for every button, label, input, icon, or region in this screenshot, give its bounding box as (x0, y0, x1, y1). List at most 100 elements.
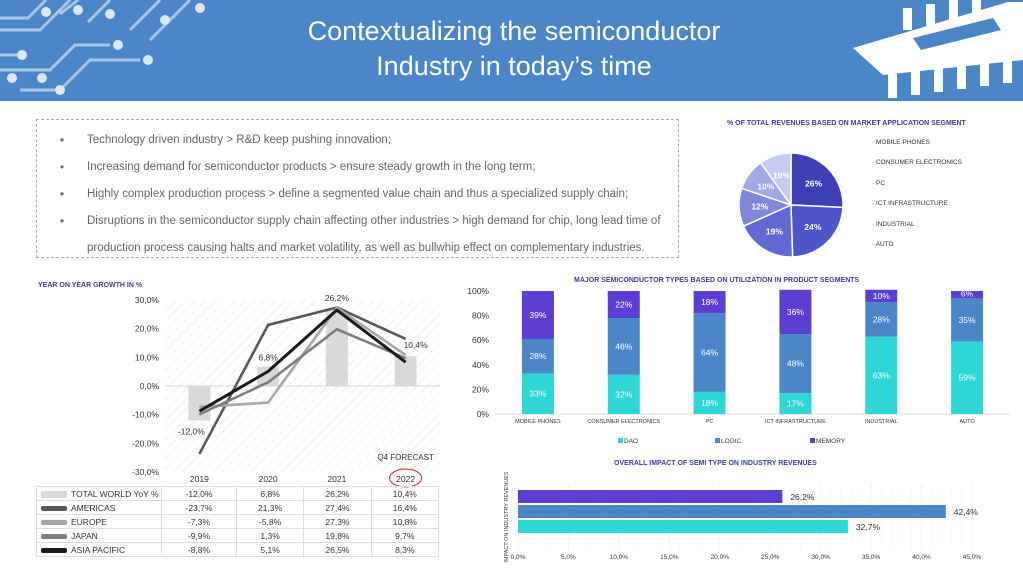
stacked-chart-title: MAJOR SEMICONDUCTOR TYPES BASED ON UTILI… (574, 277, 860, 284)
x-category-label: 2019 (190, 474, 209, 484)
stacked-bar-segment (779, 393, 812, 414)
impact-bar-chart: 0,0% 5,0% 10,0% 15,0% 20,0% 25,0% 30,0% 35,0% 40… (504, 472, 982, 563)
circuit-traces-icon (0, 0, 205, 95)
x-tick-label: 0,0% (511, 554, 526, 561)
list-item: • Increasing demand for semiconductor pro… (37, 153, 678, 180)
table-cell: 10,4% (370, 486, 440, 501)
bar-data-label: 28% (529, 351, 546, 361)
bar-data-label: -12,0% (178, 426, 205, 436)
legend-swatch (618, 438, 623, 443)
legend-label: LOGIC (721, 438, 742, 445)
microchip-icon (853, 0, 1023, 98)
bar-data-label: 36% (787, 307, 804, 317)
bar-data-label: 10% (873, 291, 890, 301)
series-line (198, 306, 407, 455)
table-row: AMERICAS -23,7% 21,3% 27,4% 16,4% (36, 500, 440, 515)
x-category-label: CONSUMER ELECTRONICS (587, 419, 660, 425)
stacked-bar-segment (865, 289, 898, 303)
pie-chart-title: % OF TOTAL REVENUES BASED ON MARKET APPL… (727, 120, 966, 127)
table-cell: 8,3% (370, 542, 440, 557)
bar-data-label: 32% (615, 389, 632, 399)
pie-legend-item: · INDUSTRIAL (872, 220, 915, 228)
y-tick-label: 80% (472, 311, 489, 321)
stacked-bar-segment (951, 291, 984, 299)
pie-legend: · MOBILE PHONES · CONSUMER ELECTRONICS ·… (872, 139, 962, 261)
pie-slice (790, 152, 844, 209)
x-category-label: INDUSTRIAL (865, 419, 898, 425)
y-tick-label: -30,0% (132, 467, 159, 477)
table-cell: -5,8% (235, 514, 305, 529)
list-item: • Highly complex production process > def… (37, 180, 678, 207)
stacked-bar-segment (865, 336, 898, 414)
stacked-bar-segment (521, 338, 554, 374)
pie-slice-label: 26% (805, 178, 822, 188)
table-row: TOTAL WORLD YoY % -12,0% 6,8% 26,2% 10,4% (36, 486, 440, 501)
x-category-label: AUTO (959, 419, 975, 425)
x-tick-label: 45,0% (963, 554, 982, 561)
impact-chart-title: OVERALL IMPACT OF SEMI TYPE ON INDUSTRY … (614, 460, 817, 467)
impact-bar (518, 505, 946, 518)
pie-legend-item: · ICT INFRASTRUCTURE (872, 200, 948, 208)
x-tick-label: 5,0% (561, 554, 576, 561)
pie-slice-label: 24% (804, 222, 821, 232)
stacked-bar-segment (693, 313, 726, 392)
y-tick-label: -10,0% (132, 410, 159, 420)
bar-data-label: 42,4% (954, 507, 979, 517)
bar-data-label: 32,7% (856, 522, 881, 532)
x-tick-label: 20,0% (711, 554, 730, 561)
table-cell: -8,8% (161, 542, 237, 557)
bar-data-label: 6% (961, 288, 974, 298)
bar-data-label: 63% (873, 370, 890, 380)
pie-slice (790, 204, 844, 258)
series-swatch (41, 547, 67, 553)
stacked-bar-segment (693, 291, 726, 314)
yoy-bar (188, 386, 211, 421)
bar-data-label: 18% (701, 398, 718, 408)
row-label: AMERICAS (36, 500, 162, 515)
table-cell: 9,7% (370, 528, 440, 543)
table-cell: 10,8% (370, 514, 440, 529)
page-title: Contextualizing the semiconductor Indust… (240, 14, 788, 84)
pie-chart: 26% 24% 19% 12% 10%10% (738, 152, 844, 258)
x-category-label: 2022 (396, 474, 415, 484)
yoy-bar (257, 366, 280, 386)
bar-data-label: 17% (787, 399, 804, 409)
table-cell: -9,9% (161, 528, 237, 543)
stacked-bar-segment (521, 291, 554, 339)
bullet-text: Highly complex production process > defi… (87, 187, 629, 200)
pie-slice-label: 19% (766, 226, 783, 236)
bullet-text: Disruptions in the semiconductor supply … (87, 214, 661, 227)
x-tick-label: 15,0% (660, 554, 679, 561)
x-tick-label: 25,0% (761, 554, 780, 561)
series-line (198, 308, 407, 413)
bullet-text: production process causing halts and mar… (87, 241, 645, 254)
pie-slice-label: 10% (773, 170, 790, 180)
stacked-bar-chart: 100% 80% 60% 40% 20% 0% 33% 28% 39% MOBILE PHONES… (467, 286, 1010, 445)
y-axis-label: IMPACT ON INDUSTRY REVENUES (504, 472, 510, 563)
x-category-label: MOBILE PHONES (515, 419, 561, 425)
x-category-label: ICT INFRASTRUCTURE (765, 419, 826, 425)
pie-legend-item: · CONSUMER ELECTRONICS (872, 159, 962, 167)
table-cell: 19,8% (303, 528, 372, 543)
bar-data-label: 18% (701, 297, 718, 307)
impact-bar (518, 520, 848, 533)
bar-data-label: 59% (959, 373, 976, 383)
row-label: JAPAN (36, 528, 162, 543)
y-tick-label: -20,0% (132, 438, 159, 448)
series-name: ASIA PACIFIC (71, 544, 126, 555)
bar-data-label: 6,8% (258, 353, 278, 363)
legend-swatch (810, 438, 815, 443)
series-swatch (41, 490, 67, 498)
table-row: ASIA PACIFIC -8,8% 5,1% 26,5% 8,3% (36, 542, 440, 557)
table-cell: -12,0% (161, 486, 237, 501)
x-tick-label: 30,0% (811, 554, 830, 561)
y-tick-label: 10,0% (135, 352, 160, 362)
stacked-bar-segment (607, 291, 640, 319)
bar-data-label: 26,2% (790, 492, 815, 502)
stacked-bar-segment (951, 341, 984, 414)
yoy-data-table: TOTAL WORLD YoY % -12,0% 6,8% 26,2% 10,4% AME… (36, 486, 440, 557)
bullet-text: Technology driven industry > R&D keep pu… (87, 133, 391, 146)
x-category-label: 2021 (327, 474, 346, 484)
table-cell: 5,1% (235, 542, 305, 557)
pie-legend-item: · MOBILE PHONES (872, 139, 930, 146)
